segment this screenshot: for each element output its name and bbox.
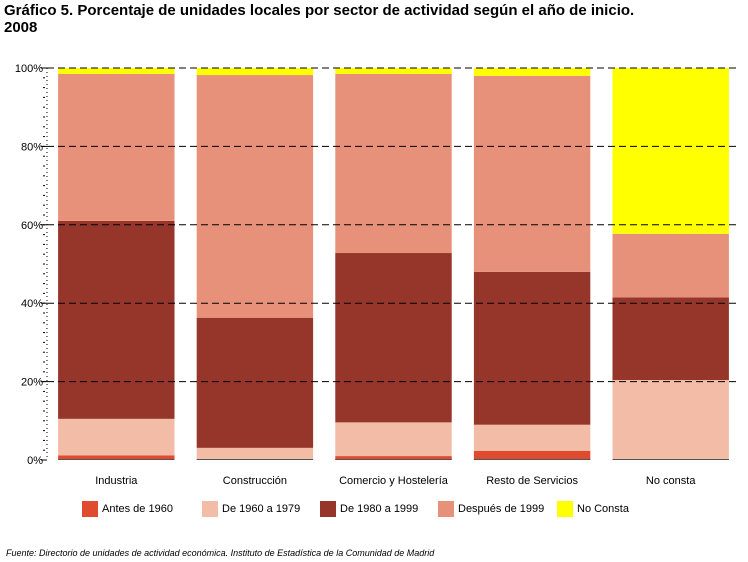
legend-label: Después de 1999	[458, 503, 545, 515]
y-tick-label: 100%	[15, 63, 43, 75]
bar-segment	[58, 455, 175, 460]
legend-item: No Consta	[557, 500, 629, 518]
bar-segment	[196, 447, 314, 459]
source-note: Fuente: Directorio de unidades de activi…	[6, 548, 435, 558]
chart-title-line1: Gráfico 5. Porcentaje de unidades locale…	[4, 2, 635, 19]
bar-segment	[58, 73, 175, 221]
legend-label: De 1960 a 1979	[222, 503, 301, 515]
bar-segment	[335, 422, 452, 457]
bar-segment	[58, 418, 175, 456]
bar-segment	[335, 253, 452, 423]
legend-swatch	[320, 501, 336, 517]
legend-item: De 1980 a 1999	[320, 500, 418, 518]
bar-segment	[473, 68, 591, 76]
legend-label: De 1980 a 1999	[340, 503, 419, 515]
bar-segment	[196, 75, 314, 318]
bar-segment	[58, 220, 175, 419]
bar-segment	[196, 317, 314, 448]
bar-segment	[612, 297, 729, 381]
bar-segment	[612, 380, 729, 460]
bar-segment	[58, 68, 175, 74]
legend-label: No Consta	[577, 503, 629, 515]
bar-segment	[335, 68, 452, 74]
bar-segment	[473, 450, 591, 460]
y-tick-label: 20%	[21, 377, 43, 389]
legend-item: De 1960 a 1979	[202, 500, 300, 518]
bar-segment	[473, 75, 591, 272]
y-tick-label: 40%	[21, 298, 43, 310]
stacked-bar-chart: 0% 20% 40% 60% 80% 100% Industria Construcción C…	[15, 63, 740, 487]
bar-segment	[473, 271, 591, 425]
x-tick-label: Construcción	[223, 475, 287, 487]
bar-segment	[473, 424, 591, 451]
chart-title: Gráfico 5. Porcentaje de unidades locale…	[4, 2, 744, 36]
bar-segment	[612, 233, 729, 298]
chart-title-line2: 2008	[4, 19, 38, 36]
legend-swatch	[202, 501, 218, 517]
legend-swatch	[438, 501, 454, 517]
x-tick-label: Resto de Servicios	[486, 475, 578, 487]
legend-item: Después de 1999	[438, 500, 544, 518]
x-tick-label: Industria	[95, 475, 138, 487]
legend-item: Antes de 1960	[82, 500, 173, 518]
bar-segment	[335, 456, 452, 460]
bar-segment	[612, 68, 729, 234]
bar-segment	[196, 68, 314, 76]
y-tick-label: 0%	[27, 455, 43, 467]
legend-label: Antes de 1960	[102, 503, 173, 515]
x-tick-label: No consta	[646, 475, 696, 487]
y-tick-label: 60%	[21, 220, 43, 232]
bar-segment	[335, 73, 452, 254]
legend-swatch	[82, 501, 98, 517]
x-tick-label: Comercio y Hostelería	[339, 475, 449, 487]
legend-swatch	[557, 501, 573, 517]
y-tick-label: 80%	[21, 141, 43, 153]
